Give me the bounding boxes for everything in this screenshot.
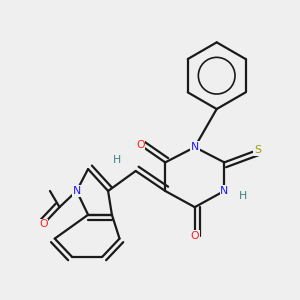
Text: N: N bbox=[220, 186, 228, 196]
Text: O: O bbox=[190, 231, 199, 241]
Text: N: N bbox=[73, 186, 81, 196]
Text: O: O bbox=[39, 219, 48, 229]
Text: H: H bbox=[239, 191, 248, 201]
Text: H: H bbox=[112, 154, 121, 164]
Text: S: S bbox=[254, 145, 261, 155]
Text: O: O bbox=[136, 140, 145, 150]
Text: N: N bbox=[190, 142, 199, 152]
